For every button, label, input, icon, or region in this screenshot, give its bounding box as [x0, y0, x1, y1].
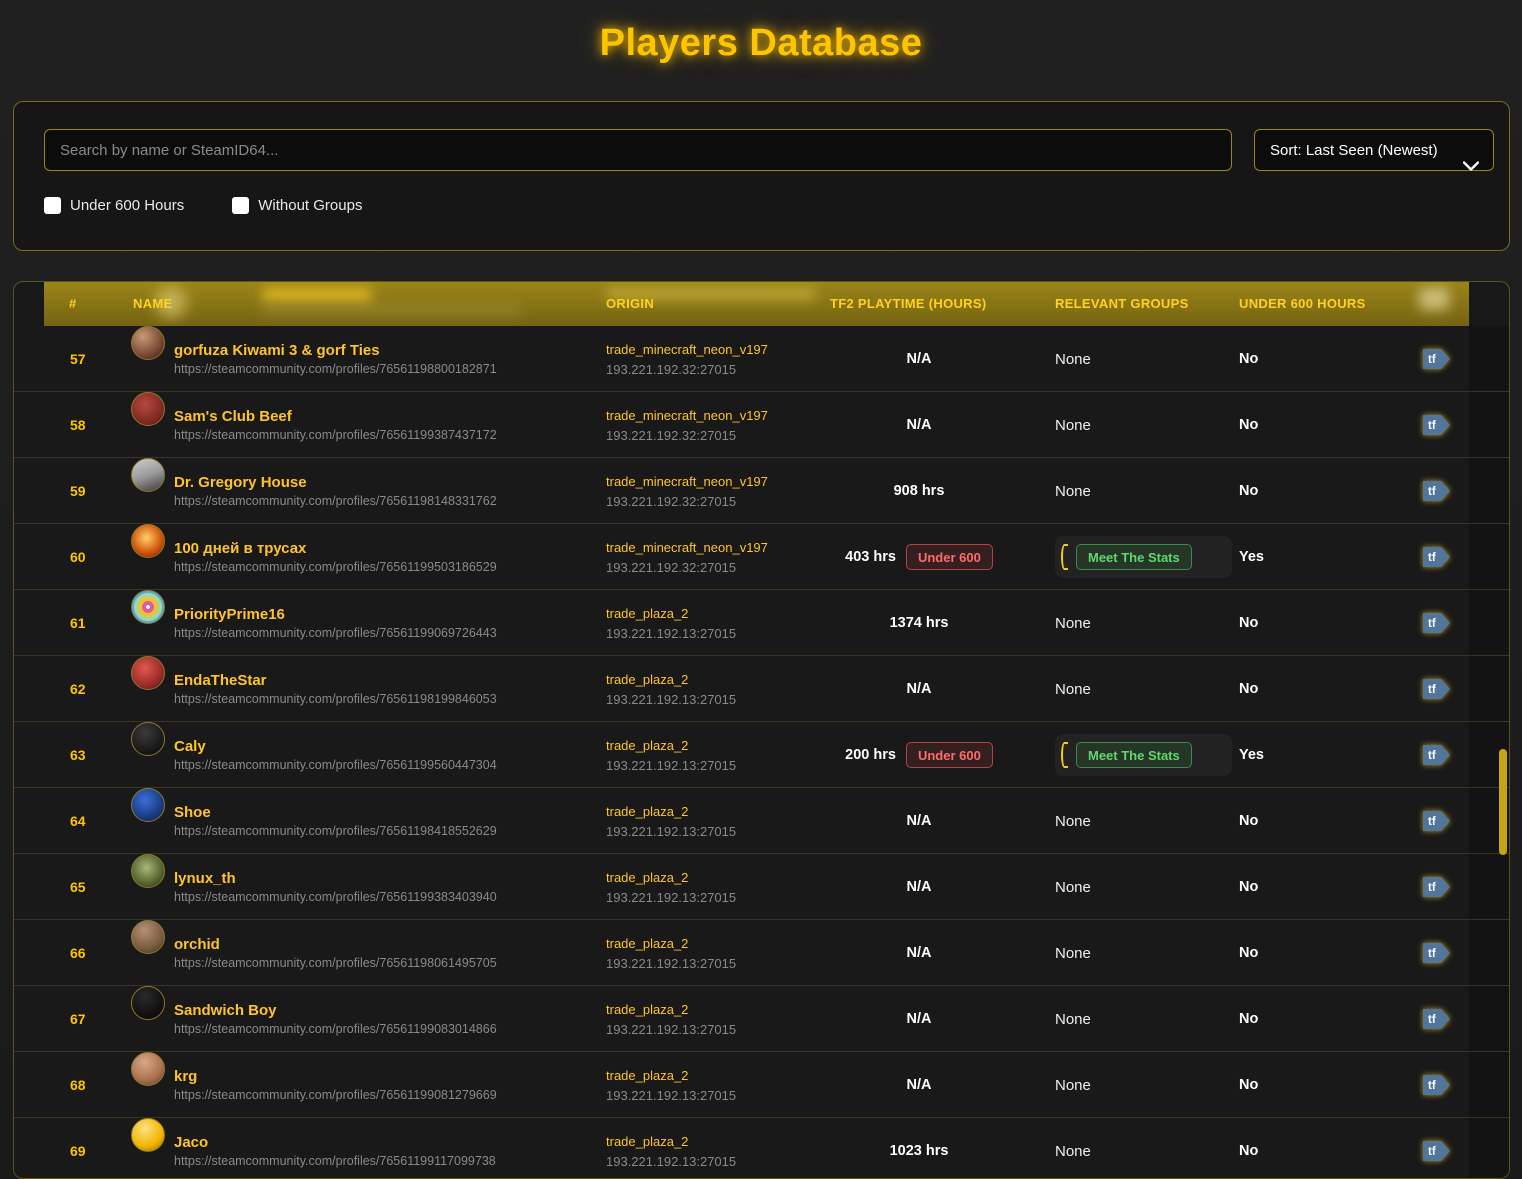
svg-text:tf: tf [1428, 1146, 1436, 1158]
svg-text:tf: tf [1428, 882, 1436, 894]
svg-text:tf: tf [1428, 1014, 1436, 1026]
svg-text:tf: tf [1428, 354, 1436, 366]
svg-text:tf: tf [1428, 552, 1436, 564]
svg-text:tf: tf [1428, 618, 1436, 630]
svg-text:tf: tf [1428, 420, 1436, 432]
svg-text:tf: tf [1428, 684, 1436, 696]
svg-text:tf: tf [1428, 486, 1436, 498]
svg-text:tf: tf [1428, 948, 1436, 960]
svg-text:tf: tf [1428, 1080, 1436, 1092]
svg-text:tf: tf [1428, 750, 1436, 762]
svg-text:tf: tf [1428, 816, 1436, 828]
